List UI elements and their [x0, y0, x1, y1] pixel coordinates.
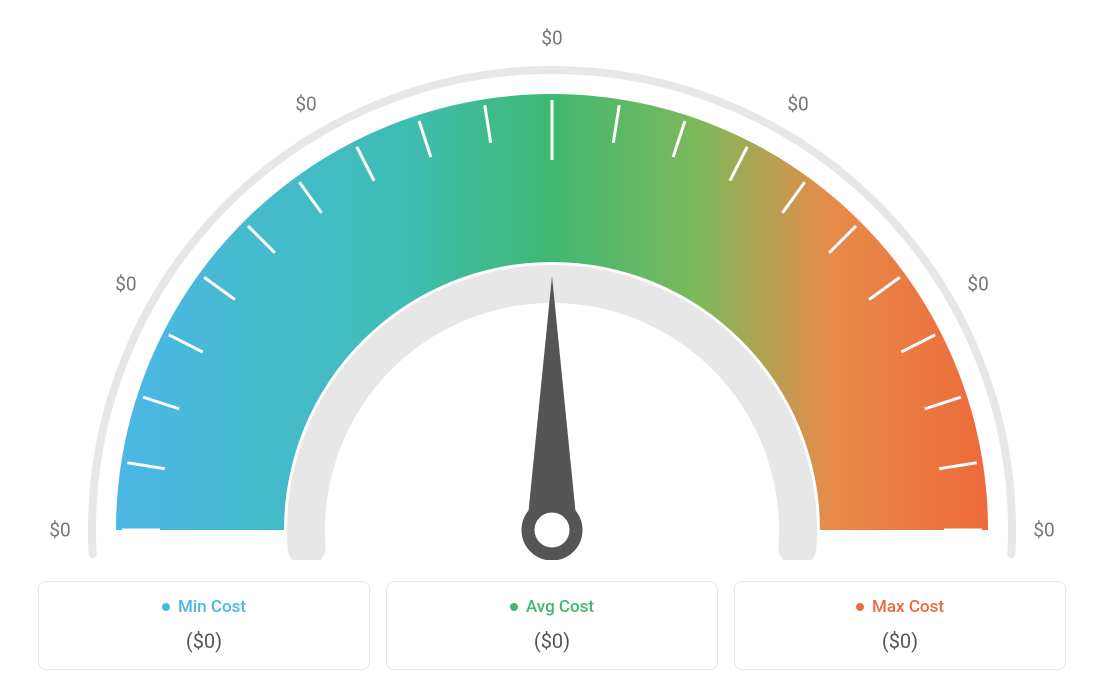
legend-dot-max [856, 603, 864, 611]
gauge-tick-label: $0 [115, 273, 136, 296]
legend-card-max: Max Cost ($0) [734, 581, 1066, 670]
legend-title-max: Max Cost [856, 597, 944, 617]
gauge-tick-label: $0 [541, 27, 562, 50]
gauge-tick-label: $0 [49, 519, 70, 542]
legend-card-avg: Avg Cost ($0) [386, 581, 718, 670]
legend-card-min: Min Cost ($0) [38, 581, 370, 670]
gauge-tick-label: $0 [295, 92, 316, 115]
legend-dot-avg [510, 603, 518, 611]
gauge-chart-container: $0 $0 $0 $0 $0 $0 $0 Min Cost ($0) Avg Cost ($… [0, 0, 1104, 690]
gauge-tick-label: $0 [967, 273, 988, 296]
gauge-area: $0 $0 $0 $0 $0 $0 $0 [0, 0, 1104, 560]
legend-label-avg: Avg Cost [526, 597, 594, 617]
legend-dot-min [162, 603, 170, 611]
legend-value-min: ($0) [49, 629, 359, 653]
gauge-tick-label: $0 [1033, 519, 1054, 542]
gauge-svg [42, 20, 1062, 560]
gauge-tick-label: $0 [787, 92, 808, 115]
legend-title-min: Min Cost [162, 597, 246, 617]
legend-value-max: ($0) [745, 629, 1055, 653]
legend-label-max: Max Cost [872, 597, 944, 617]
legend-title-avg: Avg Cost [510, 597, 594, 617]
legend-label-min: Min Cost [178, 597, 246, 617]
legend-row: Min Cost ($0) Avg Cost ($0) Max Cost ($0… [38, 581, 1066, 670]
gauge-hub [528, 506, 576, 554]
legend-value-avg: ($0) [397, 629, 707, 653]
